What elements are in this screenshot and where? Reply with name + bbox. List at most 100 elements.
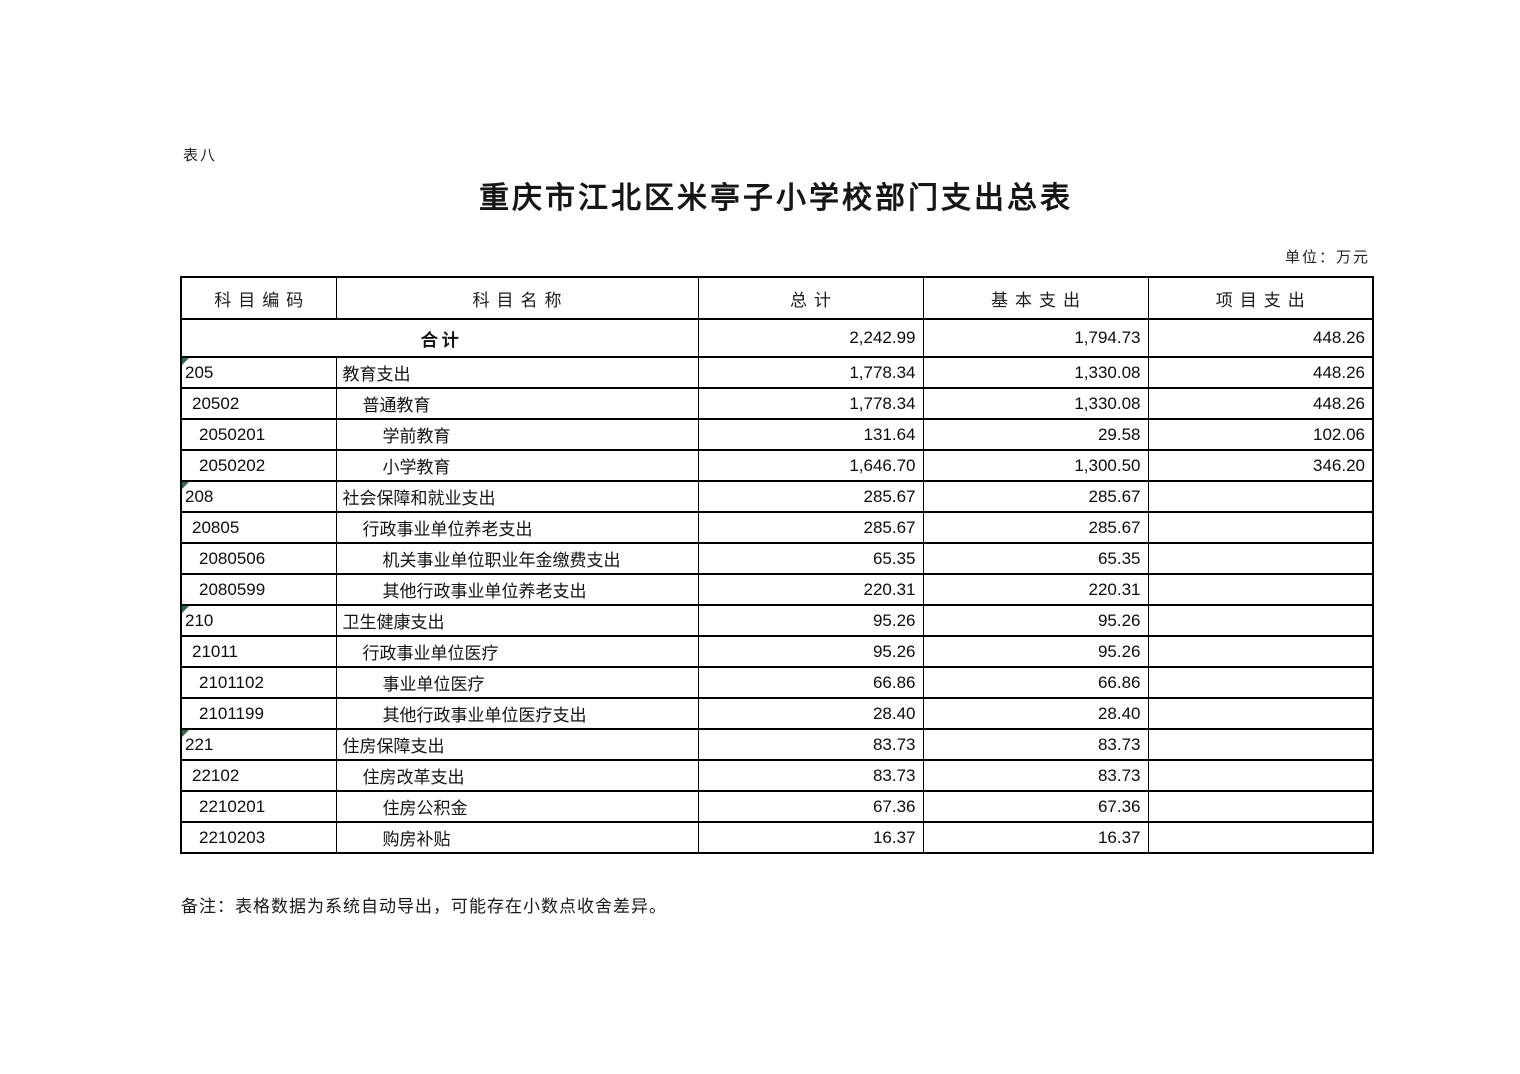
subject-code: 22102 (192, 765, 240, 785)
header-row: 科目编码 科目名称 总计 基本支出 项目支出 (180, 276, 1374, 320)
project-value-cell (1147, 697, 1374, 730)
subject-code-cell: 2080599 (180, 573, 337, 606)
subject-name-cell: 住房公积金 (335, 790, 699, 823)
table-row: 2080506 机关事业单位职业年金缴费支出 65.35 65.35 (180, 542, 1374, 575)
subject-code-cell: 20502 (180, 387, 337, 420)
total-value-cell: 95.26 (697, 635, 924, 668)
subject-name-cell: 住房保障支出 (335, 728, 699, 761)
subject-code-cell: 2050201 (180, 418, 337, 451)
table-row: 2210201 住房公积金 67.36 67.36 (180, 790, 1374, 823)
subject-name-cell: 购房补贴 (335, 821, 699, 854)
subject-name-cell: 事业单位医疗 (335, 666, 699, 699)
total-row-label: 合计 (180, 318, 699, 358)
project-value-cell: 102.06 (1147, 418, 1374, 451)
project-value-cell (1147, 542, 1374, 575)
project-value-cell (1147, 573, 1374, 606)
total-value-cell: 83.73 (697, 728, 924, 761)
subject-name-cell: 普通教育 (335, 387, 699, 420)
table-row: 20502 普通教育 1,778.34 1,330.08 448.26 (180, 387, 1374, 420)
subject-code-cell: 205 (180, 356, 337, 389)
subject-code-cell: 208 (180, 480, 337, 513)
col-header-subject-code: 科目编码 (180, 276, 337, 320)
table-row: 20805 行政事业单位养老支出 285.67 285.67 (180, 511, 1374, 544)
subject-name-cell: 其他行政事业单位医疗支出 (335, 697, 699, 730)
subject-name-cell: 行政事业单位医疗 (335, 635, 699, 668)
table-row: 2210203 购房补贴 16.37 16.37 (180, 821, 1374, 854)
subject-name-cell: 学前教育 (335, 418, 699, 451)
subject-code-cell: 2101102 (180, 666, 337, 699)
subject-code: 2080599 (199, 579, 266, 599)
basic-value-cell: 83.73 (922, 759, 1149, 792)
total-row-total-value: 2,242.99 (697, 318, 924, 358)
subject-name-cell: 小学教育 (335, 449, 699, 482)
subject-code-cell: 2080506 (180, 542, 337, 575)
col-header-project-expenditure: 项目支出 (1147, 276, 1374, 320)
subject-name-cell: 机关事业单位职业年金缴费支出 (335, 542, 699, 575)
subject-code: 20502 (192, 393, 240, 413)
total-value-cell: 1,778.34 (697, 356, 924, 389)
subject-name-cell: 住房改革支出 (335, 759, 699, 792)
subject-code: 2050202 (199, 455, 266, 475)
total-value-cell: 285.67 (697, 511, 924, 544)
total-value-cell: 285.67 (697, 480, 924, 513)
basic-value-cell: 67.36 (922, 790, 1149, 823)
project-value-cell (1147, 635, 1374, 668)
total-value-cell: 28.40 (697, 697, 924, 730)
project-value-cell (1147, 759, 1374, 792)
total-value-cell: 66.86 (697, 666, 924, 699)
subject-code: 2080506 (199, 548, 266, 568)
subject-name-cell: 教育支出 (335, 356, 699, 389)
basic-value-cell: 1,330.08 (922, 356, 1149, 389)
total-value-cell: 83.73 (697, 759, 924, 792)
total-value-cell: 67.36 (697, 790, 924, 823)
table-row: 2101102 事业单位医疗 66.86 66.86 (180, 666, 1374, 699)
project-value-cell (1147, 728, 1374, 761)
basic-value-cell: 285.67 (922, 511, 1149, 544)
table-row: 22102 住房改革支出 83.73 83.73 (180, 759, 1374, 792)
subject-code: 208 (185, 486, 214, 506)
table-row: 205 教育支出 1,778.34 1,330.08 448.26 (180, 356, 1374, 389)
basic-value-cell: 83.73 (922, 728, 1149, 761)
subject-code: 205 (185, 362, 214, 382)
subject-code-cell: 210 (180, 604, 337, 637)
table-row: 21011 行政事业单位医疗 95.26 95.26 (180, 635, 1374, 668)
total-value-cell: 131.64 (697, 418, 924, 451)
project-value-cell (1147, 666, 1374, 699)
table-row: 2050201 学前教育 131.64 29.58 102.06 (180, 418, 1374, 451)
subject-code-cell: 2210203 (180, 821, 337, 854)
col-header-basic-expenditure: 基本支出 (922, 276, 1149, 320)
subject-code: 2101199 (199, 703, 264, 723)
basic-value-cell: 29.58 (922, 418, 1149, 451)
table-row: 2080599 其他行政事业单位养老支出 220.31 220.31 (180, 573, 1374, 606)
table-row: 210 卫生健康支出 95.26 95.26 (180, 604, 1374, 637)
unit-note: 单位：万元 (1284, 250, 1370, 266)
table-row: 221 住房保障支出 83.73 83.73 (180, 728, 1374, 761)
basic-value-cell: 65.35 (922, 542, 1149, 575)
subject-code: 221 (185, 734, 214, 754)
subject-code-cell: 2210201 (180, 790, 337, 823)
total-value-cell: 1,646.70 (697, 449, 924, 482)
project-value-cell: 346.20 (1147, 449, 1374, 482)
subject-name-cell: 行政事业单位养老支出 (335, 511, 699, 544)
subject-code: 20805 (192, 517, 240, 537)
subject-code-cell: 20805 (180, 511, 337, 544)
total-value-cell: 1,778.34 (697, 387, 924, 420)
project-value-cell (1147, 821, 1374, 854)
total-value-cell: 220.31 (697, 573, 924, 606)
basic-value-cell: 16.37 (922, 821, 1149, 854)
subject-code: 21011 (192, 641, 239, 661)
basic-value-cell: 66.86 (922, 666, 1149, 699)
total-value-cell: 16.37 (697, 821, 924, 854)
basic-value-cell: 220.31 (922, 573, 1149, 606)
project-value-cell: 448.26 (1147, 387, 1374, 420)
basic-value-cell: 95.26 (922, 635, 1149, 668)
project-value-cell (1147, 604, 1374, 637)
subject-code: 2050201 (199, 424, 266, 444)
table-row: 2050202 小学教育 1,646.70 1,300.50 346.20 (180, 449, 1374, 482)
subject-code: 210 (185, 610, 214, 630)
cell-flag-triangle (182, 731, 189, 737)
cell-flag-triangle (182, 359, 189, 365)
subject-code-cell: 2101199 (180, 697, 337, 730)
table-row: 208 社会保障和就业支出 285.67 285.67 (180, 480, 1374, 513)
